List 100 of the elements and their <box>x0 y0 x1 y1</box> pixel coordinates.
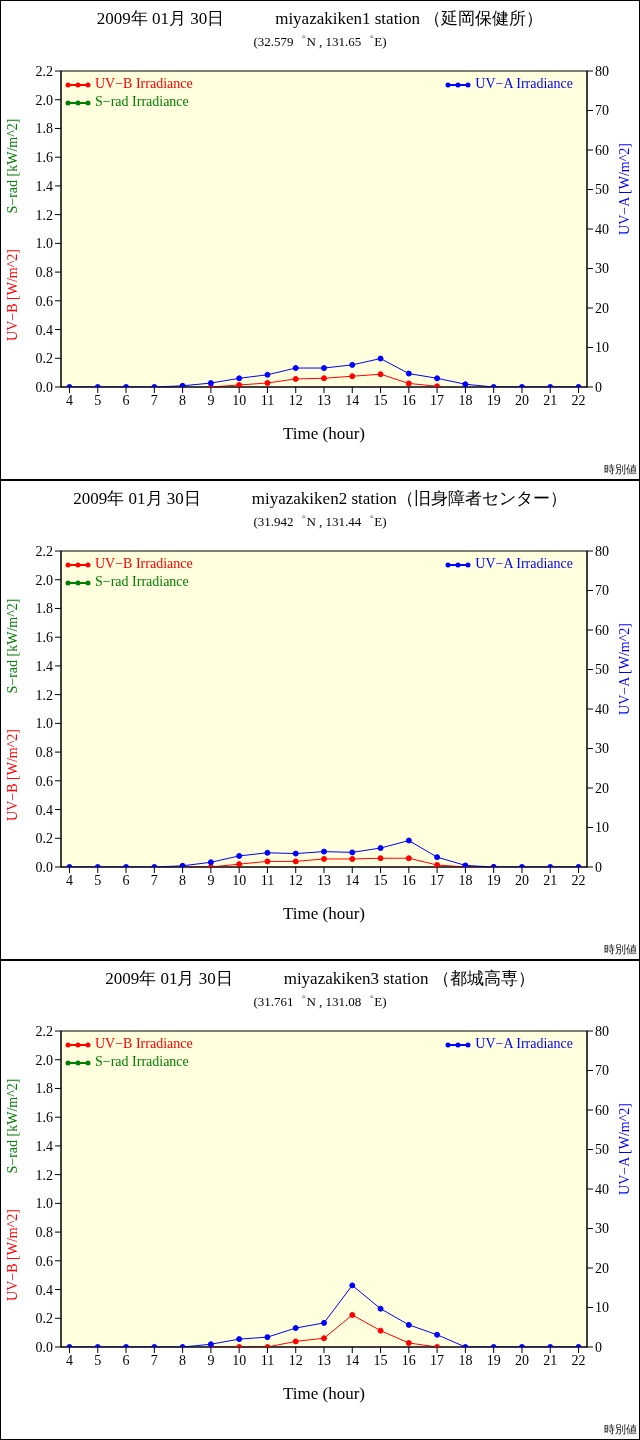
x-tick-label: 14 <box>345 1352 360 1368</box>
x-tick-label: 20 <box>514 1352 529 1368</box>
y2-tick-label: 60 <box>595 142 609 158</box>
y-axis-title: UV−B [W/m^2] <box>5 1209 20 1301</box>
x-tick-label: 22 <box>571 872 586 888</box>
x-axis-title: Time (hour) <box>282 1384 366 1403</box>
y-tick-label: 0.0 <box>35 859 53 875</box>
y2-tick-label: 0 <box>595 379 602 395</box>
legend-label: S−rad Irradiance <box>94 93 190 111</box>
x-tick-label: 9 <box>207 392 215 408</box>
y2-tick-label: 10 <box>595 820 609 836</box>
x-axis-title: Time (hour) <box>282 904 366 923</box>
x-tick-label: 10 <box>232 1352 247 1368</box>
x-tick-label: 12 <box>288 392 303 408</box>
x-tick-label: 20 <box>514 872 529 888</box>
x-tick-label: 14 <box>345 872 360 888</box>
y2-tick-label: 40 <box>595 701 609 717</box>
x-tick-label: 20 <box>514 392 529 408</box>
x-tick-label: 21 <box>543 872 558 888</box>
x-tick-label: 11 <box>260 1352 275 1368</box>
y2-tick-label: 40 <box>595 221 609 237</box>
x-tick-label: 17 <box>430 1352 445 1368</box>
y-tick-label: 2.2 <box>35 543 53 559</box>
y2-axis-title: UV−A [W/m^2] <box>617 143 632 235</box>
x-tick-label: 16 <box>401 1352 416 1368</box>
x-tick-label: 15 <box>373 1352 388 1368</box>
y-tick-label: 2.2 <box>35 1023 53 1039</box>
y-axis-title: UV−B [W/m^2] <box>5 729 20 821</box>
y2-tick-label: 50 <box>595 662 609 678</box>
x-tick-label: 13 <box>317 392 331 408</box>
x-tick-label: 12 <box>288 872 303 888</box>
y-tick-label: 1.0 <box>35 1196 53 1212</box>
y-tick-label: 0.2 <box>35 1311 53 1327</box>
x-axis-title: Time (hour) <box>282 424 366 443</box>
chart-title: 2009年 01月 30日 miyazakiken1 station （延岡保健所） <box>95 8 545 30</box>
y2-axis-title: UV−A [W/m^2] <box>617 623 632 715</box>
legend-label: UV−B Irradiance <box>94 75 193 93</box>
y2-tick-label: 20 <box>595 780 609 796</box>
y2-tick-label: 30 <box>595 261 609 277</box>
legend-label: S−rad Irradiance <box>94 1053 190 1071</box>
x-tick-label: 8 <box>179 392 187 408</box>
x-tick-label: 7 <box>150 872 158 888</box>
x-tick-label: 16 <box>401 872 416 888</box>
x-tick-label: 21 <box>543 1352 558 1368</box>
x-tick-label: 18 <box>458 1352 473 1368</box>
y2-tick-label: 10 <box>595 1300 609 1316</box>
chart-title: 2009年 01月 30日 miyazakiken3 station （都城高専） <box>104 968 536 990</box>
x-tick-label: 5 <box>94 392 102 408</box>
x-tick-label: 17 <box>430 872 445 888</box>
chart-subtitle: (31.761゜N , 131.08゜E) <box>252 993 388 1011</box>
legend-label: UV−A Irradiance <box>474 1035 573 1053</box>
y-tick-label: 1.6 <box>35 150 53 166</box>
x-tick-label: 18 <box>458 872 473 888</box>
legend-label: UV−A Irradiance <box>474 75 573 93</box>
y-tick-label: 1.6 <box>35 1110 53 1126</box>
y-tick-label: 1.2 <box>35 687 53 703</box>
legend-label: UV−B Irradiance <box>94 1035 193 1053</box>
x-tick-label: 14 <box>345 392 360 408</box>
y2-tick-label: 30 <box>595 741 609 757</box>
x-tick-label: 19 <box>486 1352 501 1368</box>
x-tick-label: 7 <box>150 392 158 408</box>
text: S−rad [kW/m^2] <box>5 598 20 694</box>
y-axis-title: UV−B [W/m^2] <box>5 249 20 341</box>
y2-axis-title: UV−A [W/m^2] <box>617 1103 632 1195</box>
x-tick-label: 8 <box>179 1352 187 1368</box>
x-tick-label: 19 <box>486 392 501 408</box>
y-tick-label: 1.8 <box>35 121 53 137</box>
chart-subtitle: (32.579゜N , 131.65゜E) <box>252 33 388 51</box>
x-tick-label: 19 <box>486 872 501 888</box>
x-tick-label: 10 <box>232 872 247 888</box>
text: 時別値 <box>604 942 637 957</box>
y2-tick-label: 70 <box>595 1063 609 1079</box>
y-tick-label: 2.0 <box>35 1052 53 1068</box>
y-tick-label: 1.6 <box>35 630 53 646</box>
x-tick-label: 9 <box>207 872 215 888</box>
x-tick-label: 4 <box>65 872 73 888</box>
text: S−rad [kW/m^2] <box>5 118 20 214</box>
x-tick-label: 11 <box>260 392 275 408</box>
y2-tick-label: 20 <box>595 1260 609 1276</box>
x-tick-label: 22 <box>571 1352 586 1368</box>
x-tick-label: 8 <box>179 872 187 888</box>
y-tick-label: 2.0 <box>35 92 53 108</box>
legend-label: UV−B Irradiance <box>94 555 193 573</box>
x-tick-label: 15 <box>373 392 388 408</box>
y-tick-label: 0.8 <box>35 265 53 281</box>
x-tick-label: 16 <box>401 392 416 408</box>
y2-tick-label: 80 <box>595 1023 609 1039</box>
y2-tick-label: 70 <box>595 103 609 119</box>
y-tick-label: 2.0 <box>35 572 53 588</box>
x-tick-label: 5 <box>94 872 102 888</box>
y-tick-label: 1.8 <box>35 1081 53 1097</box>
x-tick-label: 6 <box>122 392 130 408</box>
y-tick-label: 0.8 <box>35 745 53 761</box>
y2-tick-label: 60 <box>595 1102 609 1118</box>
y-tick-label: 0.2 <box>35 831 53 847</box>
y-tick-label: 0.4 <box>35 1282 53 1298</box>
y-tick-label: 0.6 <box>35 773 53 789</box>
y2-tick-label: 0 <box>595 859 602 875</box>
text: 時別値 <box>604 1422 637 1437</box>
x-tick-label: 17 <box>430 392 445 408</box>
